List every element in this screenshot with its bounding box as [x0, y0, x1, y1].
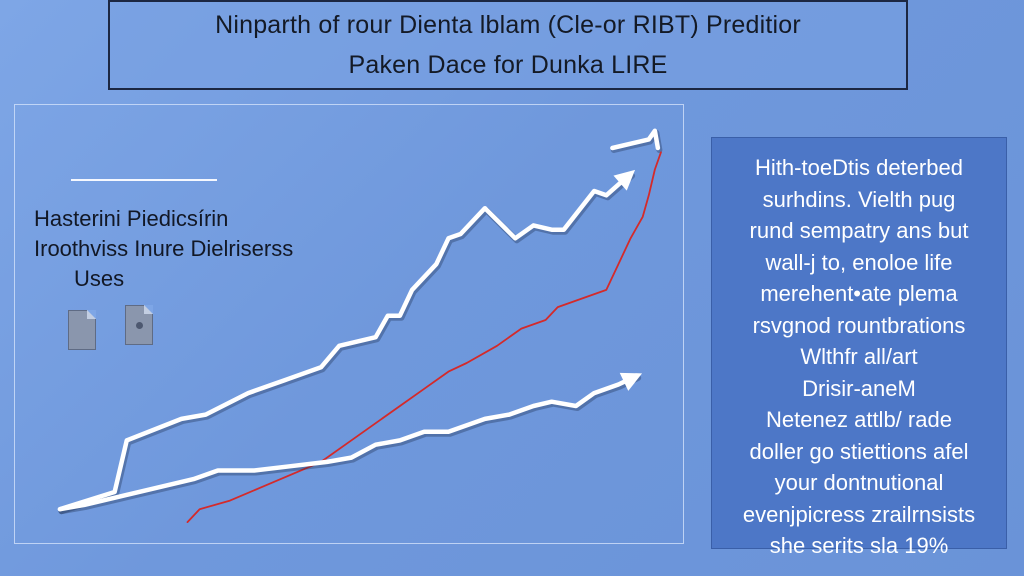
- panel-line: your dontnutional: [774, 470, 944, 495]
- chart-title-line-2: Paken Dace for Dunka LIRE: [348, 51, 668, 79]
- series-line: [57, 171, 633, 512]
- legend-line-1: Hasterini Piedicsírin: [34, 206, 229, 231]
- panel-line: evenjpicress zrailrnsists: [742, 501, 976, 527]
- series-2: [186, 151, 662, 523]
- legend-line-2: Iroothviss Inure Dielriserss: [34, 236, 294, 261]
- series-0: [57, 169, 636, 515]
- series-1: [610, 128, 663, 153]
- legend-block: Hasterini Piedicsírin Iroothviss Inure D…: [34, 204, 293, 294]
- panel-line: she serits sla 19%: [769, 533, 949, 558]
- panel-line: surhdins. Vielth pug: [762, 186, 956, 212]
- series-3: [57, 372, 643, 515]
- chart-title-line-1: Ninparth of rour Dienta lblam (Cle-or RI…: [215, 11, 801, 39]
- panel-line: Wlthfr all/art: [800, 344, 918, 369]
- panel-line: rsvgnod rountbrations: [752, 312, 966, 338]
- series-arrowhead: [613, 169, 636, 191]
- legend-divider: [71, 179, 217, 181]
- panel-line: doller go stiettions afel: [749, 438, 969, 464]
- series-line: [186, 151, 662, 523]
- panel-line: Netenez attlb/ rade: [766, 407, 952, 432]
- plot-frame: [14, 104, 684, 544]
- panel-line: rund sempatry ans but: [749, 218, 969, 243]
- panel-line: Hith-toeDtis deterbed: [755, 155, 963, 180]
- series-arrowhead: [619, 372, 643, 391]
- legend-line-3: Uses: [74, 266, 125, 291]
- panel-line: merehent•ate plema: [760, 281, 958, 306]
- chart-title-box: Ninparth of rour Dienta lblam (Cle-or RI…: [108, 0, 908, 90]
- description-panel: Hith-toeDtis deterbed surhdins. Vielth pu…: [711, 137, 1007, 558]
- document-icon: [68, 310, 96, 350]
- series-line: [57, 373, 639, 512]
- panel-line: Drisir-aneM: [802, 375, 916, 401]
- panel-line: wall-j to, enoloe life: [765, 249, 953, 275]
- document-icon: [125, 305, 153, 345]
- series-line: [610, 128, 661, 151]
